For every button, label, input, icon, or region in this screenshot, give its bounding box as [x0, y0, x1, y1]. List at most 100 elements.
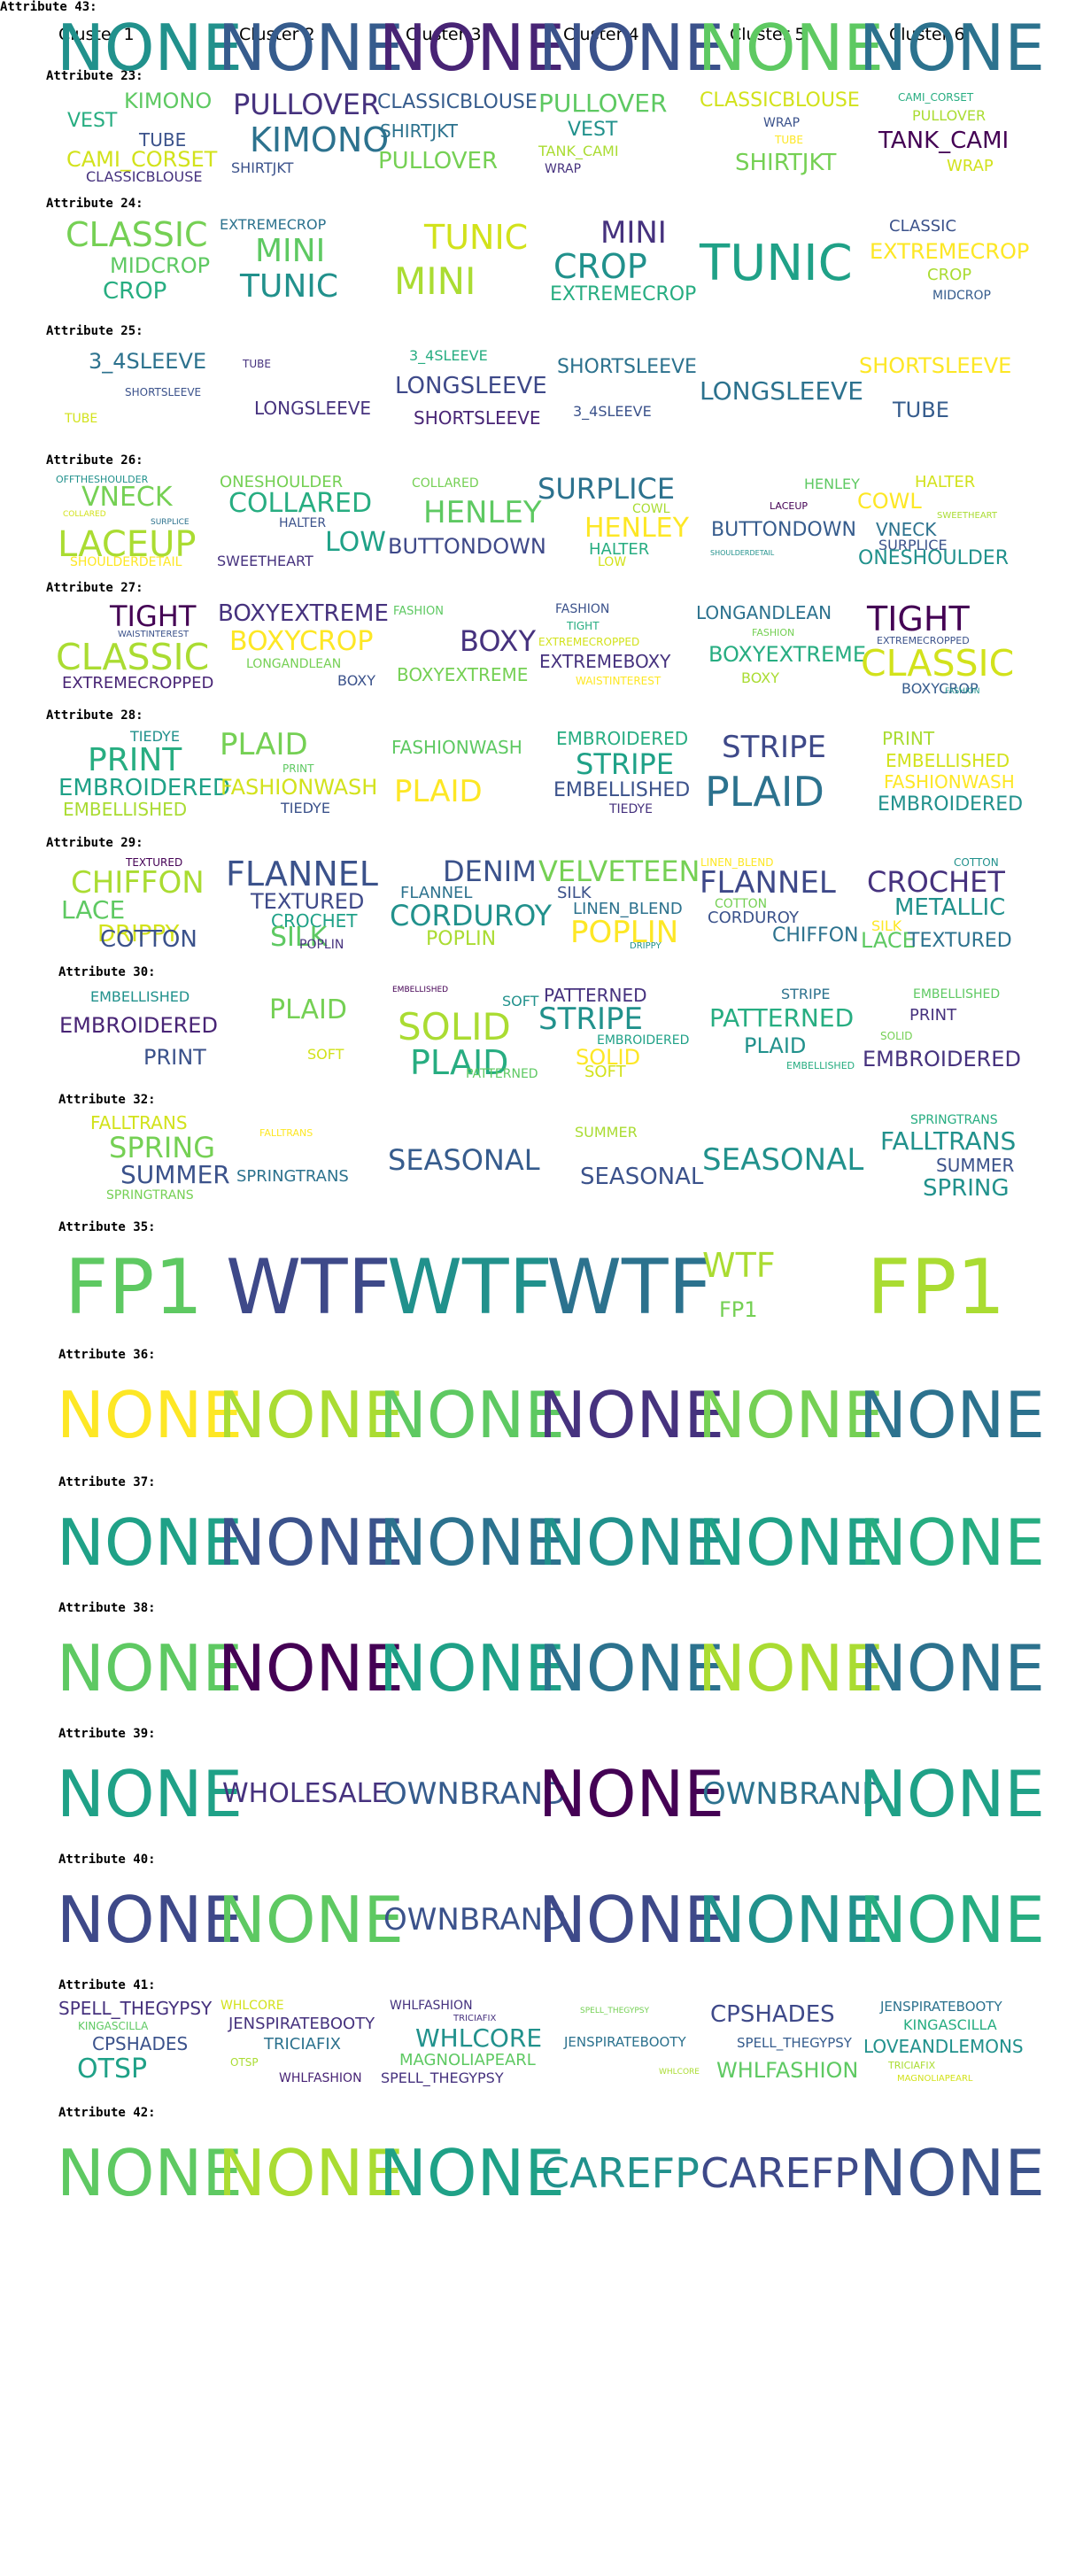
cloud-word: TANK_CAMI: [878, 128, 1010, 154]
cloud-word: JENSPIRATEBOOTY: [880, 1999, 1002, 2015]
cloud-word: LOW: [325, 527, 386, 558]
cloud-word: PLAID: [705, 768, 824, 816]
cloud-word: CLASSIC: [56, 636, 210, 678]
cloud-word: NONE: [379, 2136, 565, 2210]
cloud-word: LINEN_BLEND: [700, 856, 774, 869]
cloud-word: NONE: [218, 2136, 404, 2210]
word-cloud-cluster-2: ONESHOULDER COLLARED HALTER LOW SWEETHEART: [216, 473, 386, 569]
cloud-word: EXTREMECROPPED: [538, 636, 640, 648]
word-cloud-cluster-1: SPELL_THEGYPSY KINGASCILLA CPSHADES OTSP: [55, 1998, 216, 2093]
word-cloud-cluster-4: PATTERNED STRIPE EMBROIDERED SOLID SOFT: [537, 985, 698, 1080]
cloud-word: KIMONO: [250, 120, 390, 159]
word-cloud-cluster-5: CLASSICBLOUSE WRAP TUBE SHIRTJKT: [696, 89, 860, 184]
cloud-word: BOXY: [460, 624, 536, 658]
cloud-word: EMBROIDERED: [597, 1033, 690, 1048]
cloud-word: PULLOVER: [912, 107, 987, 124]
cloud-word: CHIFFON: [772, 924, 859, 947]
cloud-word: TRICIAFIX: [264, 2035, 341, 2054]
cloud-word: TUBE: [139, 129, 187, 151]
cloud-word: SOFT: [584, 1063, 626, 1081]
cloud-word: MIDCROP: [110, 253, 211, 278]
cloud-word: SHIRTJKT: [231, 159, 294, 176]
cloud-word: SOLID: [880, 1030, 913, 1042]
attribute-label: Attribute 29:: [46, 836, 143, 850]
word-cloud-cluster-3: 3_4SLEEVE LONGSLEEVE SHORTSLEEVE: [377, 344, 547, 439]
word-cloud-cluster-2: WTF: [216, 1240, 391, 1335]
cloud-word: PATTERNED: [466, 1067, 538, 1081]
column-header-cluster-2: Cluster 2: [239, 25, 315, 44]
cloud-word: MINI: [394, 259, 476, 303]
cloud-word: NONE: [698, 1631, 884, 1706]
cloud-word: NONE: [698, 1505, 884, 1580]
word-cloud-cluster-4: NONE: [537, 1367, 724, 1463]
word-cloud-cluster-4: NONE: [537, 1495, 724, 1590]
cloud-word: SURPLICE: [151, 518, 190, 527]
word-cloud-cluster-4: NONE: [537, 1746, 724, 1842]
word-cloud-cluster-6: JENSPIRATEBOOTY KINGASCILLA LOVEANDLEMONS T…: [857, 1998, 1024, 2093]
cloud-word: SILK: [871, 917, 902, 934]
cloud-word: OTSP: [77, 2054, 148, 2085]
cloud-word: SHOULDERDETAIL: [70, 555, 182, 569]
column-header-cluster-1: Cluster 1: [58, 25, 135, 44]
cloud-word: EMBROIDERED: [878, 793, 1024, 816]
cloud-word: NONE: [379, 1505, 565, 1580]
cloud-word: CORDUROY: [390, 899, 553, 932]
cloud-word: CAMI_CORSET: [66, 147, 218, 172]
cloud-word: 3_4SLEEVE: [89, 349, 207, 374]
cloud-word: POPLIN: [570, 915, 679, 950]
cloud-word: VEST: [67, 110, 118, 132]
cloud-word: FALLTRANS: [90, 1112, 188, 1133]
word-cloud-cluster-5: SEASONAL: [696, 1112, 863, 1208]
cloud-word: CPSHADES: [92, 2033, 189, 2054]
word-cloud-cluster-2: BOXYEXTREME BOXYCROP LONGANDLEAN BOXY: [216, 600, 389, 696]
cloud-word: SOLID: [398, 1005, 511, 1048]
word-cloud-cluster-1: NONE: [55, 0, 243, 96]
word-cloud-cluster-5: WTF FP1: [696, 1240, 857, 1335]
cloud-word: FP1: [719, 1297, 758, 1322]
word-cloud-cluster-2: NONE: [216, 2125, 404, 2221]
cloud-word: FLANNEL: [226, 855, 378, 893]
cloud-word: TEXTURED: [126, 856, 183, 869]
cloud-word: HALTER: [915, 473, 976, 491]
cloud-word: SPRINGTRANS: [910, 1113, 998, 1127]
cloud-word: HALTER: [589, 540, 650, 559]
cloud-word: PRINT: [909, 1006, 957, 1025]
cloud-word: NONE: [57, 1505, 243, 1580]
cloud-word: TRICIAFIX: [888, 2060, 936, 2071]
word-cloud-cluster-1: NONE: [55, 1367, 243, 1463]
cloud-word: OTSP: [230, 2056, 259, 2069]
cloud-word: SPRINGTRANS: [236, 1167, 349, 1186]
cloud-word: NONE: [379, 11, 565, 85]
cloud-word: SEASONAL: [580, 1164, 704, 1190]
word-cloud-cluster-3: SEASONAL: [377, 1112, 540, 1208]
word-cloud-cluster-6: NONE: [857, 1621, 1045, 1716]
cloud-word: NONE: [698, 1378, 884, 1452]
cloud-word: WHLFASHION: [390, 1999, 473, 2013]
cloud-word: FALLTRANS: [880, 1126, 1017, 1156]
word-cloud-cluster-5: LONGANDLEAN FASHION BOXYEXTREME BOXY: [696, 600, 866, 696]
cloud-word: SPELL_THEGYPSY: [58, 1998, 213, 2019]
word-cloud-cluster-1: TEXTURED CHIFFON LACE DRIPPY COTTON: [55, 855, 216, 951]
cloud-word: TANK_CAMI: [538, 143, 619, 159]
cloud-word: EXTREMECROP: [220, 216, 327, 233]
word-cloud-cluster-3: FASHION BOXY BOXYEXTREME: [377, 600, 538, 696]
cloud-word: STRIPE: [781, 986, 831, 1002]
cloud-word: COLLARED: [63, 510, 106, 519]
word-cloud-cluster-6: NONE: [857, 1367, 1045, 1463]
attribute-label: Attribute 23:: [46, 69, 143, 83]
cloud-word: SUMMER: [120, 1160, 230, 1189]
word-cloud-cluster-1: 3_4SLEEVE SHORTSLEEVE TUBE: [55, 344, 216, 439]
cloud-word: POPLIN: [299, 938, 344, 952]
cloud-word: BOXYEXTREME: [218, 600, 389, 627]
word-cloud-cluster-5: CPSHADES SPELL_THEGYPSY WHLFASHION: [696, 1998, 858, 2093]
cloud-word: CLASSIC: [889, 217, 957, 236]
word-cloud-cluster-1: FALLTRANS SPRING SUMMER SPRINGTRANS: [55, 1112, 230, 1208]
cloud-word: LACEUP: [58, 524, 197, 565]
cloud-word: FLANNEL: [400, 884, 473, 902]
cloud-word: CAMI_CORSET: [898, 91, 974, 104]
cloud-word: WTF: [702, 1246, 776, 1285]
cloud-word: STRIPE: [538, 1002, 643, 1037]
cloud-word: NONE: [57, 1883, 243, 1957]
cloud-word: CLASSICBLOUSE: [700, 89, 860, 112]
word-cloud-cluster-3: NONE: [377, 1621, 565, 1716]
